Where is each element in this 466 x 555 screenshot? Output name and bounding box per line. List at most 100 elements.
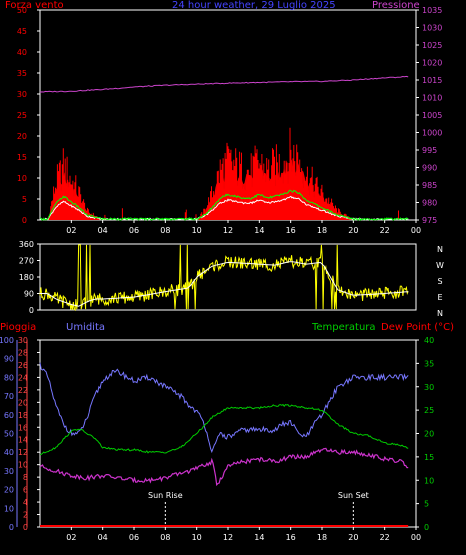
y-left-outer-tick-label: 40 [4,448,14,457]
y-left-inner-tick-label: 4 [23,498,28,507]
y-right-tick-label: 15 [424,453,434,462]
series-wind-mid-line [39,189,409,221]
sunrise-label: Sun Rise [148,491,183,500]
wind-force-label: Forza vento [5,0,64,11]
series-pressure-line [39,75,409,93]
y-right-tick-label: 975 [422,216,437,225]
y-right-tick-label: 1000 [422,129,442,138]
sunset-label: Sun Set [338,491,369,500]
x-tick-label: 20 [348,226,358,235]
y-right-tick-label: 10 [424,476,434,485]
y-right-tick-label: 1035 [422,6,442,15]
x-tick-label: 06 [129,226,139,235]
series-temperature-line [39,403,409,456]
x-tick-label: 00 [411,533,421,542]
y-right-tick-label: 30 [424,383,434,392]
y-right-tick-label: 1015 [422,76,442,85]
y-left-tick-label: 0 [29,306,34,315]
compass-label: N [437,245,443,254]
y-left-inner-tick-label: 22 [18,386,28,395]
y-right-tick-label: 1005 [422,111,442,120]
y-right-tick-label: 1030 [422,24,442,33]
compass-label: S [437,277,442,286]
x-tick-label: 16 [286,533,296,542]
x-tick-label: 12 [223,533,233,542]
x-tick-label: 10 [192,226,202,235]
x-tick-label: 06 [129,533,139,542]
y-right-tick-label: 1010 [422,94,442,103]
x-tick-label: 14 [254,226,264,235]
y-left-tick-label: 5 [22,195,27,204]
x-tick-label: 18 [317,533,327,542]
y-right-tick-label: 995 [422,146,437,155]
y-left-outer-tick-label: 30 [4,467,14,476]
y-right-tick-label: 1025 [422,41,442,50]
y-left-tick-label: 45 [17,27,27,36]
compass-label: N [437,309,443,318]
y-right-tick-label: 25 [424,406,434,415]
y-right-tick-label: 990 [422,164,437,173]
y-left-inner-tick-label: 16 [18,423,28,432]
temperature-label: Temperatura [312,322,376,333]
humidity-temperature-panel: 0102030405060708090100024681012141618202… [0,336,434,542]
y-left-outer-tick-label: 70 [4,392,14,401]
x-tick-label: 04 [98,533,108,542]
y-left-outer-tick-label: 50 [4,430,14,439]
y-right-tick-label: 40 [424,336,434,345]
y-left-inner-tick-label: 8 [23,473,28,482]
y-left-tick-label: 30 [17,90,27,99]
series-humidity-line [39,362,409,454]
y-left-inner-tick-label: 12 [18,448,28,457]
x-tick-label: 12 [223,226,233,235]
wind-pressure-panel: 0510152025303540455097598098599099510001… [17,6,443,235]
y-right-tick-label: 20 [424,430,434,439]
y-left-inner-tick-label: 20 [18,398,28,407]
y-left-inner-tick-label: 6 [23,486,28,495]
humidity-label: Umidita [66,322,106,333]
y-left-outer-tick-label: 20 [4,486,14,495]
y-left-outer-tick-label: 90 [4,355,14,364]
x-tick-label: 18 [317,226,327,235]
y-right-tick-label: 980 [422,199,437,208]
y-right-tick-label: 35 [424,359,434,368]
y-left-inner-tick-label: 18 [18,411,28,420]
y-left-inner-tick-label: 24 [18,373,28,382]
y-left-outer-tick-label: 0 [9,523,14,532]
y-left-outer-tick-label: 100 [0,336,14,345]
x-tick-label: 16 [286,226,296,235]
y-left-tick-label: 50 [17,6,27,15]
dew-point-label: Dew Point (°C) [381,322,455,333]
y-left-inner-tick-label: 26 [18,361,28,370]
y-left-tick-label: 0 [22,216,27,225]
compass-label: W [436,261,444,270]
x-tick-label: 08 [160,226,170,235]
y-left-tick-label: 10 [17,174,27,183]
y-left-tick-label: 20 [17,132,27,141]
y-left-tick-label: 40 [17,48,27,57]
series-wind-gust-spikes [48,127,399,220]
x-tick-label: 04 [98,226,108,235]
y-left-inner-tick-label: 10 [18,461,28,470]
y-left-inner-tick-label: 30 [18,336,28,345]
y-left-outer-tick-label: 60 [4,411,14,420]
x-tick-label: 22 [380,533,390,542]
y-right-tick-label: 5 [424,500,429,509]
y-left-inner-tick-label: 0 [23,523,28,532]
compass-label: E [437,293,442,302]
rain-label: Pioggia [0,322,37,333]
series-direction-line [39,244,409,312]
y-left-tick-label: 25 [17,111,27,120]
y-left-inner-tick-label: 14 [18,436,28,445]
y-left-tick-label: 180 [19,273,34,282]
x-tick-label: 02 [66,226,76,235]
chart-title: 24 hour weather, 29 Luglio 2025 [172,0,336,11]
y-left-tick-label: 270 [19,257,34,266]
y-left-outer-tick-label: 80 [4,373,14,382]
series-direction-avg-line [40,261,409,307]
x-tick-label: 02 [66,533,76,542]
series-dew-point-line [39,447,409,487]
y-left-inner-tick-label: 2 [23,511,28,520]
x-tick-label: 00 [411,226,421,235]
